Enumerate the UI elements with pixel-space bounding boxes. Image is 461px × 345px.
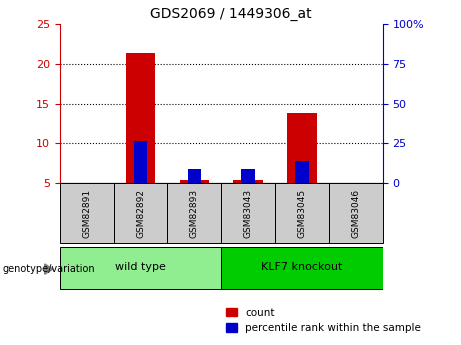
Text: GDS2069 / 1449306_at: GDS2069 / 1449306_at — [150, 7, 311, 21]
Text: wild type: wild type — [115, 262, 166, 272]
Polygon shape — [45, 264, 53, 274]
FancyBboxPatch shape — [60, 247, 221, 289]
FancyBboxPatch shape — [329, 183, 383, 243]
Text: genotype/variation: genotype/variation — [2, 264, 95, 274]
Bar — [134, 141, 148, 183]
FancyBboxPatch shape — [221, 247, 383, 289]
Bar — [188, 169, 201, 183]
Bar — [295, 161, 309, 183]
Bar — [180, 180, 209, 183]
Bar — [126, 53, 155, 183]
FancyBboxPatch shape — [221, 183, 275, 243]
Text: GSM83043: GSM83043 — [244, 188, 253, 238]
FancyBboxPatch shape — [60, 183, 114, 243]
Text: GSM83046: GSM83046 — [351, 188, 360, 238]
Text: KLF7 knockout: KLF7 knockout — [261, 262, 343, 272]
FancyBboxPatch shape — [167, 183, 221, 243]
Bar — [233, 180, 263, 183]
Legend: count, percentile rank within the sample: count, percentile rank within the sample — [226, 308, 421, 333]
Bar — [242, 169, 255, 183]
FancyBboxPatch shape — [114, 183, 167, 243]
Text: GSM82892: GSM82892 — [136, 188, 145, 238]
FancyBboxPatch shape — [275, 183, 329, 243]
Text: GSM82893: GSM82893 — [190, 188, 199, 238]
Bar — [287, 113, 317, 183]
Text: GSM83045: GSM83045 — [297, 188, 307, 238]
Text: GSM82891: GSM82891 — [83, 188, 91, 238]
